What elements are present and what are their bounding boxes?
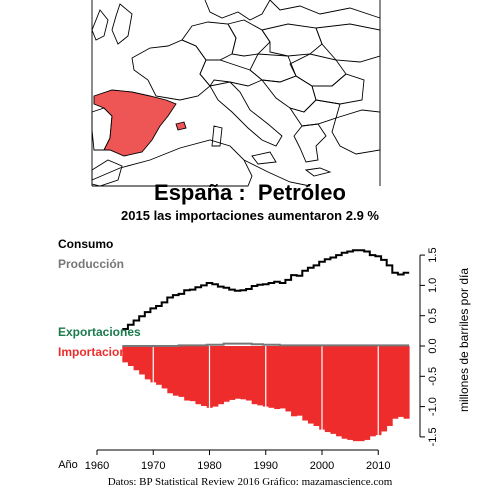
y-axis: 1.5 1.0 0.5 0.0 -0.5 -1.0 -1.5 [419,247,439,446]
x-tick-label: 1980 [197,460,221,472]
y-tick-label: 0.0 [427,338,439,353]
importaciones-bar [217,346,224,405]
importaciones-bar [358,346,365,442]
produccion-line [122,342,410,347]
importaciones-bar [144,346,151,380]
importaciones-bar [229,346,236,400]
importaciones-bar [167,346,174,394]
importaciones-bar [386,346,393,426]
x-axis: 1960 1970 1980 1990 2000 2010 [85,449,390,472]
importaciones-bar [381,346,388,432]
importaciones-bar [347,346,354,440]
importaciones-bar [133,346,140,371]
legend-importaciones: Importaciones [58,345,141,359]
spain-shape [93,89,177,157]
legend-consumo: Consumo [58,237,114,251]
source-note: Datos: BP Statistical Review 2016 Gráfic… [107,476,393,488]
y-tick-label: -1.0 [427,397,439,416]
importaciones-bar [156,346,163,385]
importaciones-bar [285,346,292,412]
importaciones-bar [397,346,404,417]
importaciones-bar [274,346,281,410]
legend-exportaciones: Exportaciones [58,325,141,339]
y-tick-label: 1.0 [427,278,439,293]
importaciones-bar [139,346,146,375]
consumo-line [122,249,410,330]
importaciones-bar [341,346,348,439]
importaciones-bar [336,346,343,437]
importaciones-bar [234,346,241,399]
importaciones-bar [122,346,129,363]
importaciones-bar [313,346,320,426]
importaciones-bar [184,346,191,401]
importaciones-bar [201,346,208,406]
chart-subtitle: 2015 las importaciones aumentaron 2.9 % [121,208,379,223]
chart-title: España : Petróleo [154,180,346,205]
importaciones-bar [178,346,185,397]
importaciones-bar [291,346,298,417]
y-axis-label: millones de barriles por día [457,268,471,412]
y-tick-label: 1.5 [427,247,439,262]
importaciones-bar [324,346,331,433]
importaciones-bar [268,346,275,408]
importaciones-bar [330,346,337,434]
importaciones-bar [257,346,264,406]
balearic-islands-shape [175,121,187,131]
x-axis-label: Año [58,459,78,471]
x-tick-label: 1970 [141,460,165,472]
importaciones-bar [161,346,168,389]
importaciones-bar [296,346,303,416]
importaciones-bar [392,346,399,419]
importaciones-bar [127,346,134,366]
importaciones-bar [352,346,359,442]
importaciones-bar [212,346,219,407]
spain-highlight [93,89,187,157]
x-tick-label: 1990 [254,460,278,472]
importaciones-bar [195,346,202,405]
importaciones-bar [246,346,253,401]
importaciones-bar [403,346,410,419]
legend-produccion: Producción [58,257,125,271]
y-tick-label: 0.5 [427,308,439,323]
importaciones-bar [189,346,196,402]
importaciones-bar [172,346,179,396]
importaciones-bar [364,346,371,440]
x-tick-label: 2010 [366,460,390,472]
y-tick-label: -1.5 [427,427,439,446]
x-tick-label: 2000 [310,460,334,472]
importaciones-bar [279,346,286,409]
importaciones-bar [251,346,258,405]
x-tick-label: 1960 [85,460,109,472]
decade-dividers [152,346,379,446]
importaciones-bars [122,346,410,442]
y-tick-label: -0.5 [427,367,439,386]
importaciones-bar [223,346,230,402]
importaciones-bar [302,346,309,421]
importaciones-bar [307,346,314,424]
importaciones-bar [369,346,376,437]
importaciones-bar [240,346,247,400]
